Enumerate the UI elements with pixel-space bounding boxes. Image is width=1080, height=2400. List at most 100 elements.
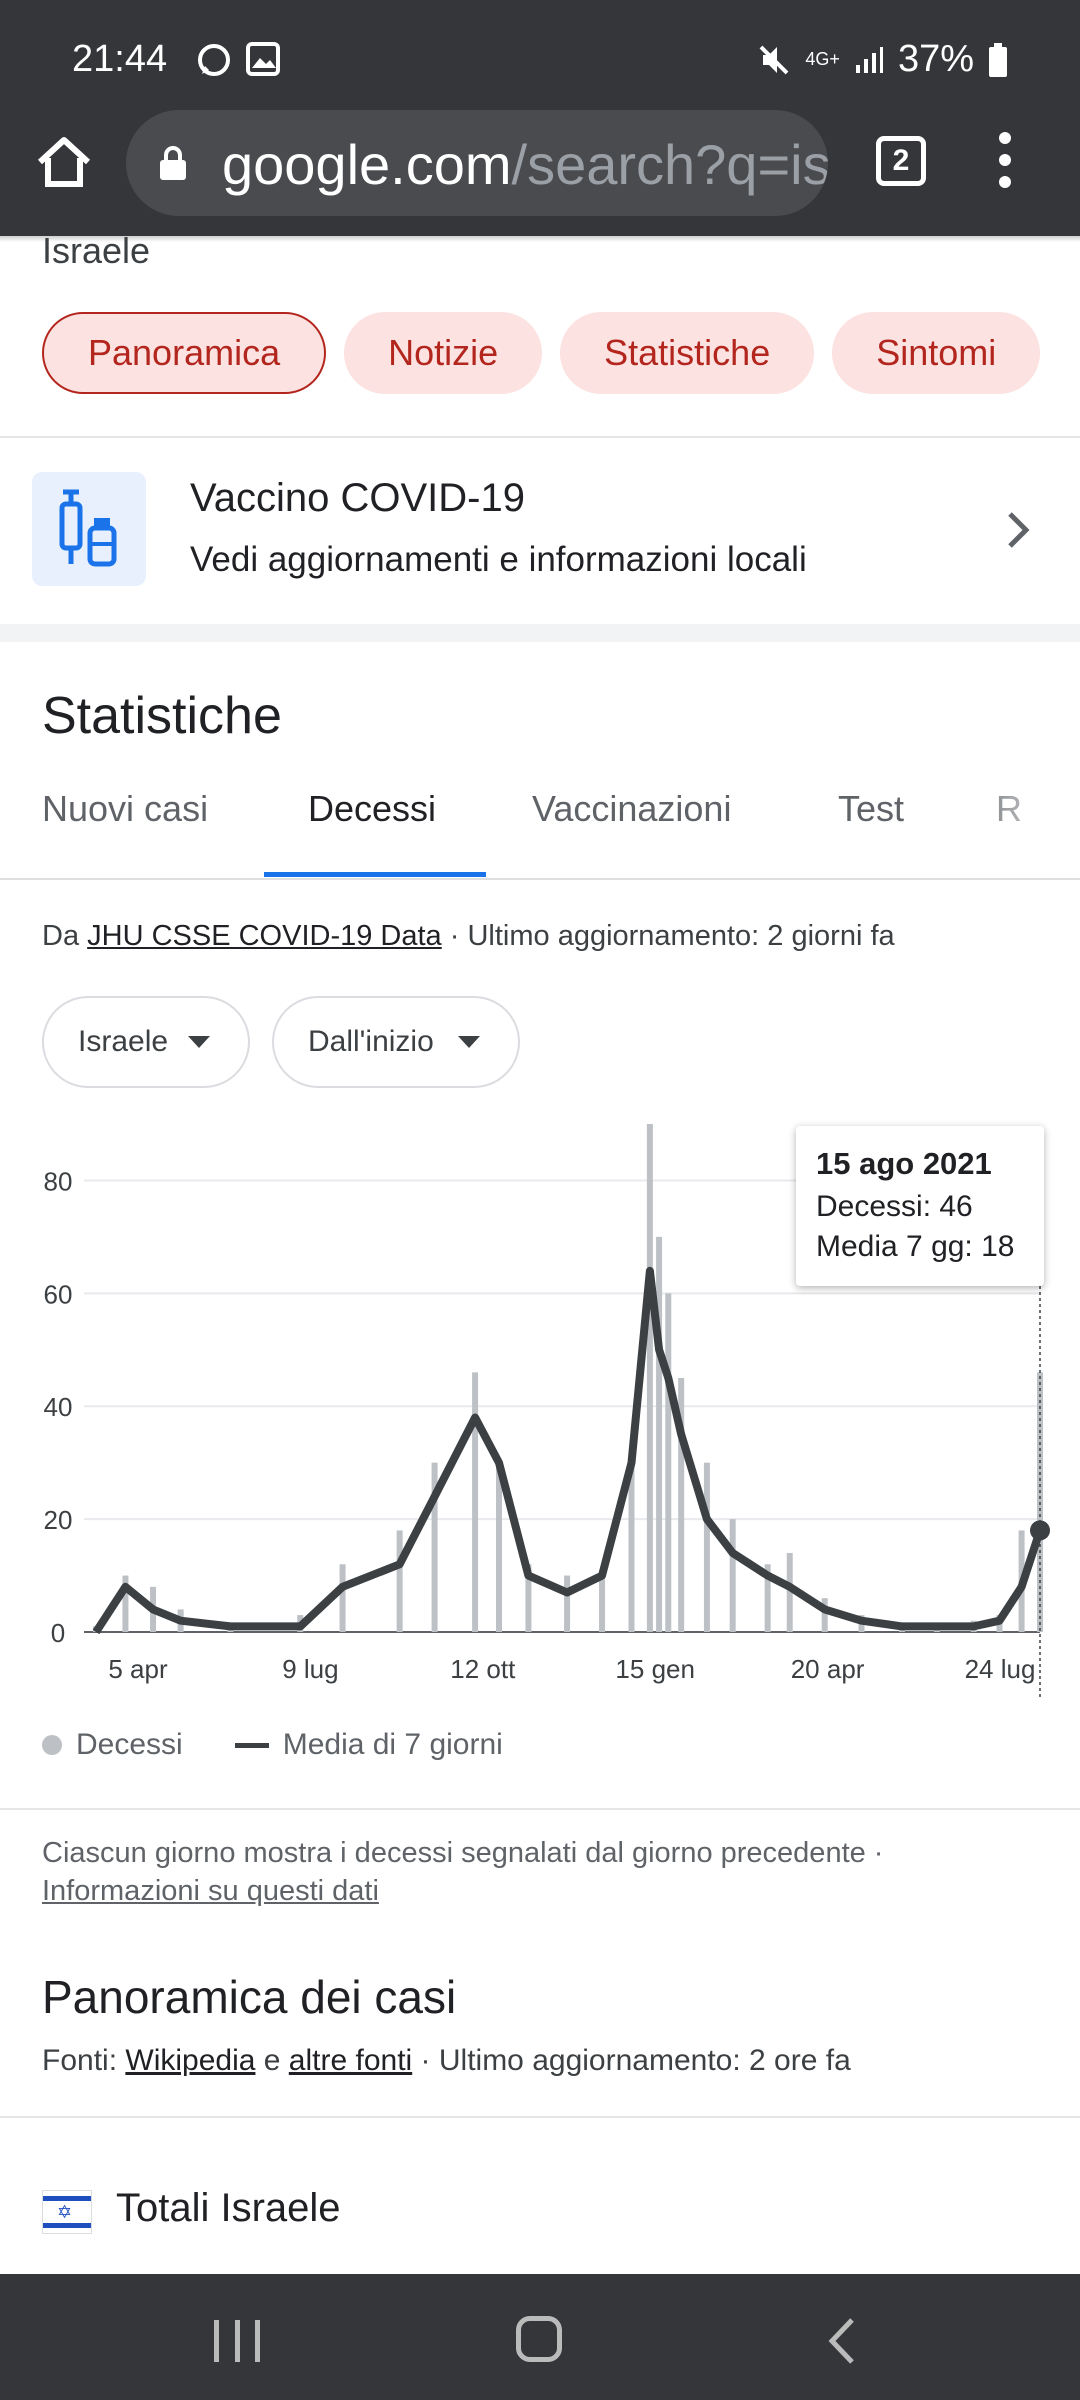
- tooltip-deaths: Decessi: 46: [816, 1190, 973, 1223]
- bar-decessi: [656, 1236, 663, 1632]
- x-tick-label: 20 apr: [791, 1654, 865, 1684]
- bar-decessi: [431, 1462, 438, 1632]
- dropdown-arrow-icon: [458, 1036, 480, 1048]
- bar-decessi: [599, 1575, 606, 1632]
- bar-decessi: [821, 1598, 828, 1632]
- tabs-divider: [0, 878, 1080, 880]
- region-dropdown[interactable]: Israele: [42, 996, 250, 1088]
- tab-test[interactable]: Test: [838, 788, 905, 829]
- divider: [0, 1808, 1080, 1810]
- toolbar-shadow: [0, 236, 1080, 242]
- status-time: 21:44: [72, 38, 168, 80]
- bar-decessi: [703, 1462, 710, 1632]
- divider: [0, 2116, 1080, 2118]
- mute-icon: [759, 45, 789, 74]
- bar-decessi: [396, 1530, 403, 1632]
- x-tick-label: 5 apr: [108, 1654, 168, 1684]
- source-link[interactable]: JHU CSSE COVID-19 Data: [87, 920, 442, 952]
- vaccine-card-title: Vaccino COVID-19: [190, 476, 525, 520]
- bar-decessi: [525, 1564, 532, 1632]
- other-sources-link[interactable]: altre fonti: [288, 2044, 413, 2077]
- tooltip-average: Media 7 gg: 18: [816, 1230, 1015, 1263]
- tooltip-date: 15 ago 2021: [816, 1146, 992, 1181]
- chip-statistiche[interactable]: Statistiche: [560, 312, 815, 394]
- lock-icon: [160, 146, 186, 180]
- vaccine-card-subtitle: Vedi aggiornamenti e informazioni locali: [190, 540, 807, 579]
- recent-apps-icon[interactable]: [214, 2320, 260, 2362]
- vaccine-icon: [32, 472, 146, 586]
- back-icon[interactable]: [822, 2316, 862, 2366]
- bar-decessi: [564, 1575, 571, 1632]
- status-bar: 21:44 4G+ 37%: [0, 0, 1080, 110]
- address-bar[interactable]: google.com/search?q=is: [126, 110, 828, 216]
- tabs-fade: [960, 784, 1080, 874]
- legend-line-swatch: [234, 1742, 269, 1748]
- x-tick-label: 12 ott: [450, 1654, 516, 1684]
- chevron-right-icon: [1008, 512, 1030, 548]
- line-media-7-giorni: [92, 1266, 1044, 1635]
- active-tab-indicator: [264, 872, 486, 877]
- chip-notizie[interactable]: Notizie: [344, 312, 543, 394]
- home-button-icon[interactable]: [516, 2316, 562, 2362]
- range-dropdown[interactable]: Dall'inizio: [272, 996, 520, 1088]
- bar-decessi: [122, 1575, 129, 1632]
- divider: [0, 436, 1080, 438]
- legend-bars-label: Decessi: [76, 1728, 183, 1761]
- x-tick-label: 9 lug: [282, 1654, 338, 1684]
- israel-flag-icon: ✡: [42, 2190, 92, 2234]
- bar-decessi: [472, 1372, 479, 1632]
- network-label: 4G+: [805, 49, 840, 69]
- notification-icons: [196, 42, 280, 78]
- home-icon[interactable]: [34, 132, 94, 192]
- x-tick-label: 24 lug: [965, 1654, 1036, 1684]
- status-right: 4G+ 37%: [757, 38, 1008, 81]
- cases-overview-title: Panoramica dei casi: [42, 1971, 457, 2023]
- tab-decessi[interactable]: Decessi: [308, 788, 437, 829]
- data-source: Da JHU CSSE COVID-19 Data · Ultimo aggio…: [42, 920, 895, 952]
- browser-menu-icon[interactable]: [990, 132, 1020, 192]
- battery-icon: [989, 42, 1007, 77]
- y-tick-label: 80: [44, 1166, 73, 1196]
- statistics-tabs: Nuovi casi Decessi Vaccinazioni Test R: [0, 784, 1080, 880]
- info-link[interactable]: Informazioni su questi dati: [42, 1875, 379, 1907]
- y-tick-label: 60: [44, 1279, 73, 1309]
- bar-decessi: [628, 1462, 635, 1632]
- bar-decessi: [786, 1552, 793, 1632]
- x-tick-label: 15 gen: [615, 1654, 695, 1684]
- bar-decessi: [339, 1564, 346, 1632]
- totals-title[interactable]: Totali Israele: [116, 2186, 341, 2230]
- dropdown-arrow-icon: [188, 1036, 210, 1048]
- chip-panoramica[interactable]: Panoramica: [42, 312, 327, 394]
- statistics-title: Statistiche: [42, 687, 282, 745]
- hover-point: [1030, 1520, 1050, 1541]
- section-separator: [0, 624, 1080, 642]
- system-nav-bar: [0, 2274, 1080, 2400]
- bar-decessi: [495, 1462, 502, 1632]
- whatsapp-icon: [198, 44, 230, 76]
- legend-bar-swatch: [42, 1735, 62, 1755]
- data-note: Ciascun giorno mostra i decessi segnalat…: [42, 1837, 884, 1907]
- tab-nuovi-casi[interactable]: Nuovi casi: [42, 788, 209, 829]
- y-tick-label: 0: [51, 1618, 65, 1648]
- chart-legend: Decessi Media di 7 giorni: [42, 1728, 503, 1762]
- y-tick-label: 40: [44, 1392, 73, 1422]
- chart-tooltip: 15 ago 2021 Decessi: 46 Media 7 gg: 18: [796, 1126, 1044, 1286]
- url-text: google.com/search?q=is: [222, 133, 828, 196]
- bar-decessi: [678, 1378, 685, 1632]
- bar-decessi: [665, 1293, 672, 1632]
- signal-icon: [855, 46, 883, 73]
- gallery-icon: [246, 42, 280, 76]
- browser-toolbar: google.com/search?q=is 2: [0, 110, 1080, 236]
- bar-decessi: [646, 1124, 653, 1632]
- search-entity-label: Israele: [42, 230, 151, 271]
- battery-percent: 37%: [897, 38, 974, 80]
- tab-vaccinazioni[interactable]: Vaccinazioni: [532, 788, 732, 829]
- wikipedia-link[interactable]: Wikipedia: [125, 2044, 256, 2077]
- bar-decessi: [764, 1564, 771, 1632]
- bar-decessi: [729, 1519, 736, 1632]
- tab-switcher-button[interactable]: 2: [876, 136, 926, 186]
- cases-sources: Fonti: Wikipedia e altre fonti · Ultimo …: [42, 2044, 851, 2077]
- y-tick-label: 20: [44, 1505, 73, 1535]
- topic-chips: Panoramica Notizie Statistiche Sintomi: [42, 312, 1041, 394]
- chip-sintomi[interactable]: Sintomi: [832, 312, 1041, 394]
